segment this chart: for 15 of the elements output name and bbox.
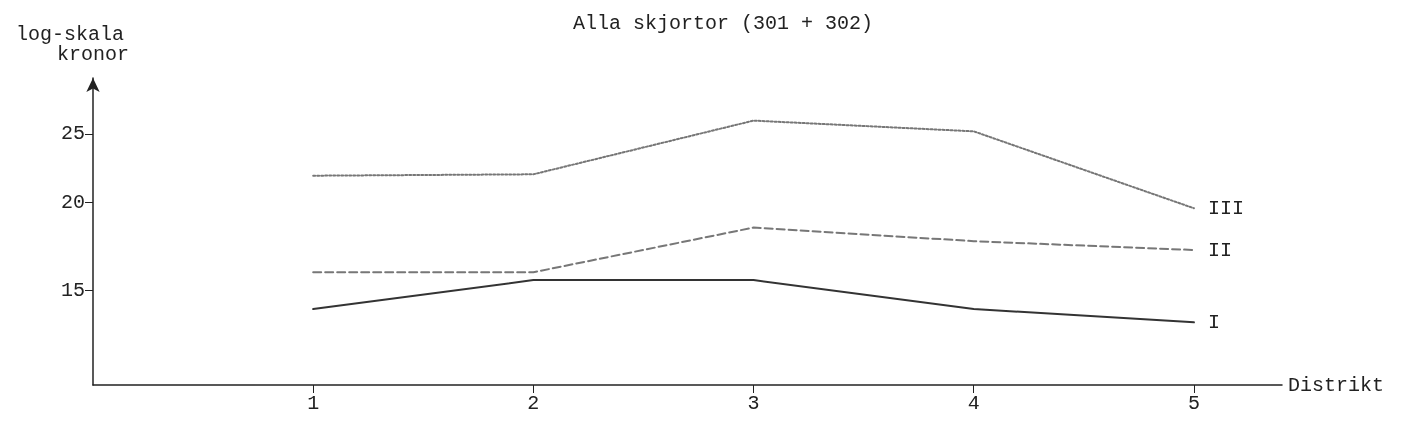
x-axis-title: Distrikt xyxy=(1288,373,1385,397)
x-tick-label: 2 xyxy=(527,391,540,415)
line-series xyxy=(312,119,1195,210)
chart-title: Alla skjortor (301 + 302) xyxy=(573,11,874,35)
series-label: I xyxy=(1207,310,1220,334)
y-tick-label: 20 xyxy=(60,190,85,214)
x-tick-label: 1 xyxy=(307,391,320,415)
x-tick-label: 3 xyxy=(747,391,760,415)
series-label: III xyxy=(1207,196,1244,220)
x-tick-label: 5 xyxy=(1187,391,1200,415)
x-tick-label: 4 xyxy=(967,391,980,415)
y-tick-label: 25 xyxy=(60,122,85,146)
line-series xyxy=(312,226,1195,274)
y-tick-label: 15 xyxy=(60,278,85,302)
series-label: II xyxy=(1207,238,1232,262)
